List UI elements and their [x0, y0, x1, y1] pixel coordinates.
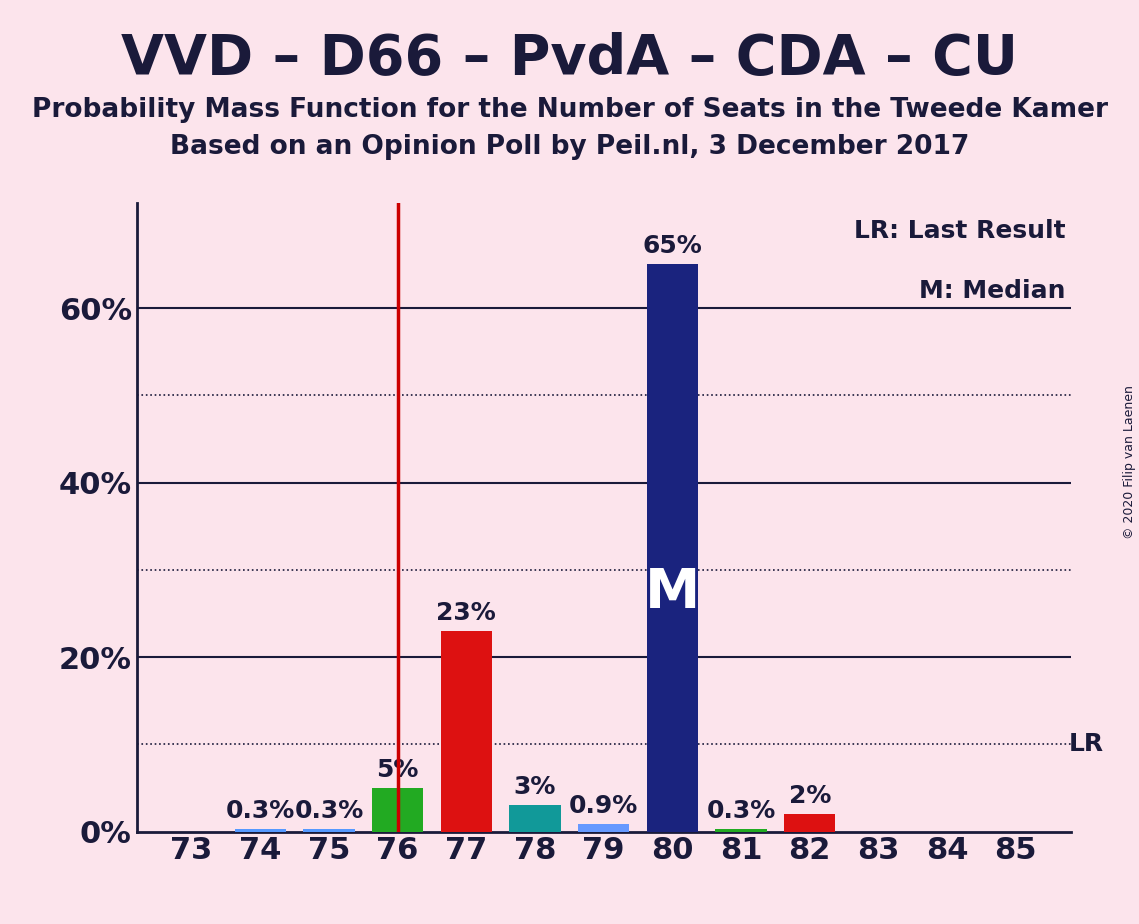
Bar	[372, 788, 424, 832]
Text: 0.3%: 0.3%	[226, 799, 295, 823]
Text: VVD – D66 – PvdA – CDA – CU: VVD – D66 – PvdA – CDA – CU	[121, 32, 1018, 86]
Text: Based on an Opinion Poll by Peil.nl, 3 December 2017: Based on an Opinion Poll by Peil.nl, 3 D…	[170, 134, 969, 160]
Bar	[509, 806, 560, 832]
Text: 2%: 2%	[788, 784, 830, 808]
Text: © 2020 Filip van Laenen: © 2020 Filip van Laenen	[1123, 385, 1137, 539]
Bar	[235, 829, 286, 832]
Bar	[784, 814, 835, 832]
Bar	[647, 264, 698, 832]
Text: M: Median: M: Median	[919, 279, 1066, 303]
Text: 65%: 65%	[642, 235, 703, 259]
Text: 0.3%: 0.3%	[294, 799, 363, 823]
Bar	[715, 829, 767, 832]
Bar	[441, 631, 492, 832]
Text: 5%: 5%	[377, 758, 419, 782]
Text: 0.3%: 0.3%	[706, 799, 776, 823]
Bar	[577, 824, 630, 832]
Text: M: M	[645, 566, 700, 620]
Text: 23%: 23%	[436, 601, 497, 625]
Text: 3%: 3%	[514, 775, 556, 799]
Text: Probability Mass Function for the Number of Seats in the Tweede Kamer: Probability Mass Function for the Number…	[32, 97, 1107, 123]
Text: LR: Last Result: LR: Last Result	[854, 219, 1066, 243]
Bar	[303, 829, 354, 832]
Text: LR: LR	[1068, 733, 1104, 757]
Text: 0.9%: 0.9%	[570, 794, 638, 818]
